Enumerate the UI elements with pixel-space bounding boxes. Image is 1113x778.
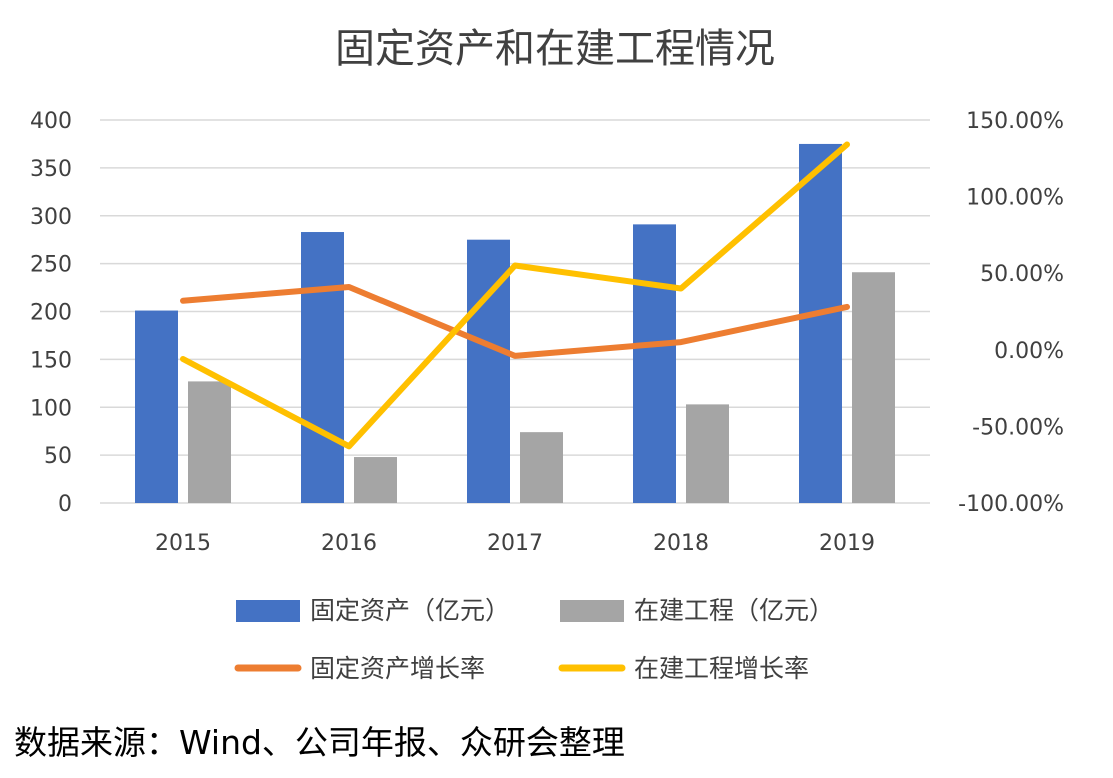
bar-fixed-assets-2016 bbox=[301, 232, 344, 503]
line-fixed-assets-growth bbox=[180, 284, 850, 359]
y-left-tick-label: 400 bbox=[30, 109, 72, 134]
y-right-ticks: -100.00% -50.00% 0.00% 50.00% 100.00% 150.00% bbox=[958, 109, 1064, 517]
y-left-tick-label: 150 bbox=[30, 348, 72, 373]
x-tick-label: 2018 bbox=[653, 531, 709, 556]
bar-fixed-assets-2018 bbox=[633, 224, 676, 503]
y-right-tick-label: 150.00% bbox=[966, 109, 1064, 134]
legend-label: 在建工程（亿元） bbox=[634, 596, 834, 625]
x-tick-label: 2015 bbox=[155, 531, 211, 556]
y-left-tick-label: 0 bbox=[58, 492, 72, 517]
source-note: 数据来源：Wind、公司年报、众研会整理 bbox=[14, 723, 625, 762]
y-left-tick-label: 200 bbox=[30, 301, 72, 326]
bar-construction-2015 bbox=[188, 381, 231, 503]
y-left-ticks: 0 50 100 150 200 250 300 350 400 bbox=[30, 109, 72, 517]
legend-label: 固定资产（亿元） bbox=[310, 596, 510, 625]
legend-label: 在建工程增长率 bbox=[634, 654, 809, 683]
bar-construction-2019 bbox=[852, 272, 895, 503]
y-left-tick-label: 350 bbox=[30, 157, 72, 182]
legend-swatch bbox=[236, 600, 300, 622]
bar-construction-2016 bbox=[354, 457, 397, 503]
legend-swatch bbox=[560, 600, 624, 622]
bar-construction-2017 bbox=[520, 432, 563, 503]
y-right-tick-label: -100.00% bbox=[958, 492, 1064, 517]
lines bbox=[180, 141, 850, 450]
legend-label: 固定资产增长率 bbox=[310, 654, 485, 683]
bar-fixed-assets-2019 bbox=[799, 143, 842, 503]
y-left-tick-label: 50 bbox=[44, 444, 72, 469]
y-right-tick-label: 0.00% bbox=[994, 339, 1064, 364]
chart-title: 固定资产和在建工程情况 bbox=[335, 26, 775, 72]
x-tick-label: 2016 bbox=[321, 531, 377, 556]
y-left-tick-label: 300 bbox=[30, 205, 72, 230]
y-right-tick-label: 50.00% bbox=[980, 262, 1064, 287]
line-construction-growth bbox=[180, 141, 850, 450]
bar-fixed-assets-2015 bbox=[135, 310, 178, 503]
bars bbox=[135, 143, 895, 503]
y-left-tick-label: 250 bbox=[30, 253, 72, 278]
y-left-tick-label: 100 bbox=[30, 396, 72, 421]
x-tick-label: 2019 bbox=[819, 531, 875, 556]
y-right-tick-label: 100.00% bbox=[966, 186, 1064, 211]
x-tick-label: 2017 bbox=[487, 531, 543, 556]
x-ticks: 2015 2016 2017 2018 2019 bbox=[155, 531, 875, 556]
y-right-tick-label: -50.00% bbox=[972, 415, 1064, 440]
bar-fixed-assets-2017 bbox=[467, 239, 510, 503]
bar-construction-2018 bbox=[686, 404, 729, 503]
legend: 固定资产（亿元） 在建工程（亿元） 固定资产增长率 在建工程增长率 bbox=[234, 596, 834, 683]
